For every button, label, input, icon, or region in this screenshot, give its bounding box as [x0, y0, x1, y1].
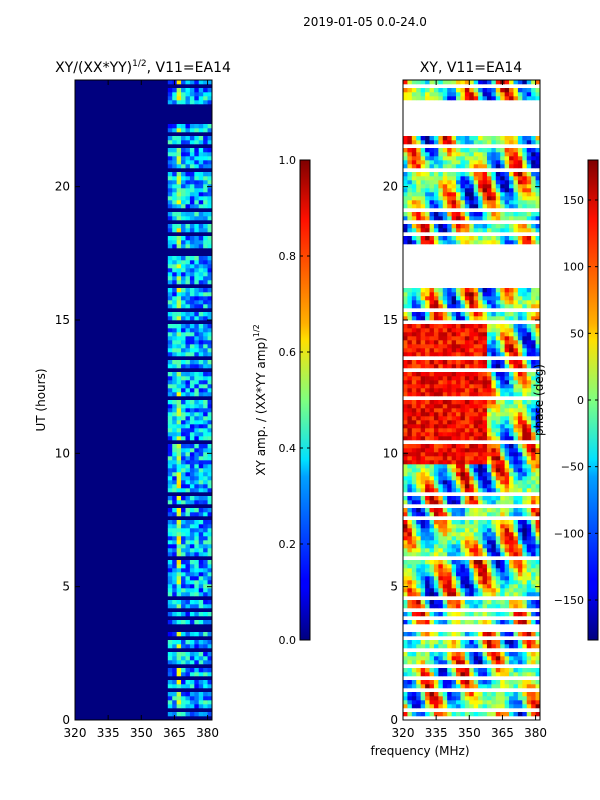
- amplitude-panel: XY/(XX*YY)1/2, V11=EA14 320 335 350 365 380 0…: [34, 59, 231, 740]
- figure-suptitle: 2019-01-05 0.0-24.0: [303, 15, 427, 29]
- amplitude-colorbar-label-main: XY amp. / (XX*YY amp): [254, 337, 268, 475]
- phase-colorbar-tick-label: 150: [563, 194, 584, 207]
- amplitude-colorbar-tick-label: 0.6: [279, 346, 297, 359]
- phase-xtick-label: 335: [425, 726, 448, 740]
- phase-colorbar-label: phase (deg): [532, 364, 546, 436]
- phase-colorbar-tick-label: 0: [577, 394, 584, 407]
- amplitude-ylabel: UT (hours): [34, 368, 48, 431]
- amplitude-ytick-label: 0: [62, 713, 70, 727]
- amplitude-ytick-label: 15: [55, 313, 70, 327]
- amplitude-colorbar-tick-label: 0.2: [279, 538, 297, 551]
- amplitude-colorbar: 0.0 0.2 0.4 0.6 0.8 1.0 XY amp. / (XX*YY amp)…: [252, 154, 311, 647]
- phase-ytick-label: 10: [383, 446, 398, 460]
- amplitude-colorbar-label-superscript: 1/2: [252, 324, 261, 337]
- phase-xtick-label: 350: [458, 726, 481, 740]
- amplitude-ticks: 320 335 350 365 380 0 5 10 15 20: [55, 80, 219, 740]
- amplitude-xtick-label: 320: [64, 726, 87, 740]
- phase-panel-title: XY, V11=EA14: [420, 60, 522, 76]
- amplitude-axes-frame: [74, 79, 213, 721]
- amplitude-title-main: XY/(XX*YY): [55, 60, 132, 76]
- amplitude-ytick-label: 10: [55, 446, 70, 460]
- phase-colorbar-ticks: −150 −100 −50 0 50 100 150: [554, 194, 598, 607]
- phase-ytick-label: 0: [390, 713, 398, 727]
- phase-ytick-label: 5: [390, 580, 398, 594]
- phase-xtick-label: 365: [491, 726, 514, 740]
- phase-colorbar-tick-label: −150: [554, 594, 584, 607]
- amplitude-colorbar-ticks: 0.0 0.2 0.4 0.6 0.8 1.0: [279, 154, 310, 647]
- amplitude-colorbar-gradient: [299, 159, 311, 641]
- amplitude-panel-title: XY/(XX*YY)1/2, V11=EA14: [55, 59, 231, 76]
- amplitude-heatmap: [75, 80, 212, 720]
- phase-ytick-label: 20: [383, 180, 398, 194]
- amplitude-xtick-label: 380: [196, 726, 219, 740]
- amplitude-title-superscript: 1/2: [132, 59, 146, 69]
- amplitude-colorbar-tick-label: 0.8: [279, 250, 297, 263]
- amplitude-ytick-label: 5: [62, 580, 70, 594]
- phase-xtick-label: 380: [524, 726, 547, 740]
- phase-colorbar-tick-label: −50: [561, 461, 584, 474]
- amplitude-colorbar-tick-label: 0.0: [279, 634, 297, 647]
- phase-colorbar-tick-label: 100: [563, 261, 584, 274]
- amplitude-colorbar-label: XY amp. / (XX*YY amp)1/2: [252, 324, 268, 475]
- phase-colorbar-tick-label: 50: [570, 327, 584, 340]
- amplitude-colorbar-tick-label: 1.0: [279, 154, 297, 167]
- amplitude-title-suffix: , V11=EA14: [147, 60, 231, 76]
- phase-axes-frame: [402, 79, 541, 721]
- phase-colorbar: phase (deg) −150 −100 −50 0 50 100 150: [532, 159, 599, 641]
- phase-ticks: 320 335 350 365 380 0 5 10 15 20: [383, 80, 547, 740]
- phase-xlabel: frequency (MHz): [370, 744, 469, 758]
- amplitude-xtick-label: 335: [97, 726, 120, 740]
- phase-ytick-label: 15: [383, 313, 398, 327]
- amplitude-xtick-label: 350: [130, 726, 153, 740]
- phase-panel: XY, V11=EA14 320 335 350 365 380 0 5 10 15 20 fre…: [370, 60, 547, 758]
- phase-heatmap: [403, 80, 540, 720]
- phase-xtick-label: 320: [392, 726, 415, 740]
- phase-colorbar-tick-label: −100: [554, 527, 584, 540]
- amplitude-xtick-label: 365: [163, 726, 186, 740]
- amplitude-ytick-label: 20: [55, 180, 70, 194]
- amplitude-colorbar-tick-label: 0.4: [279, 442, 297, 455]
